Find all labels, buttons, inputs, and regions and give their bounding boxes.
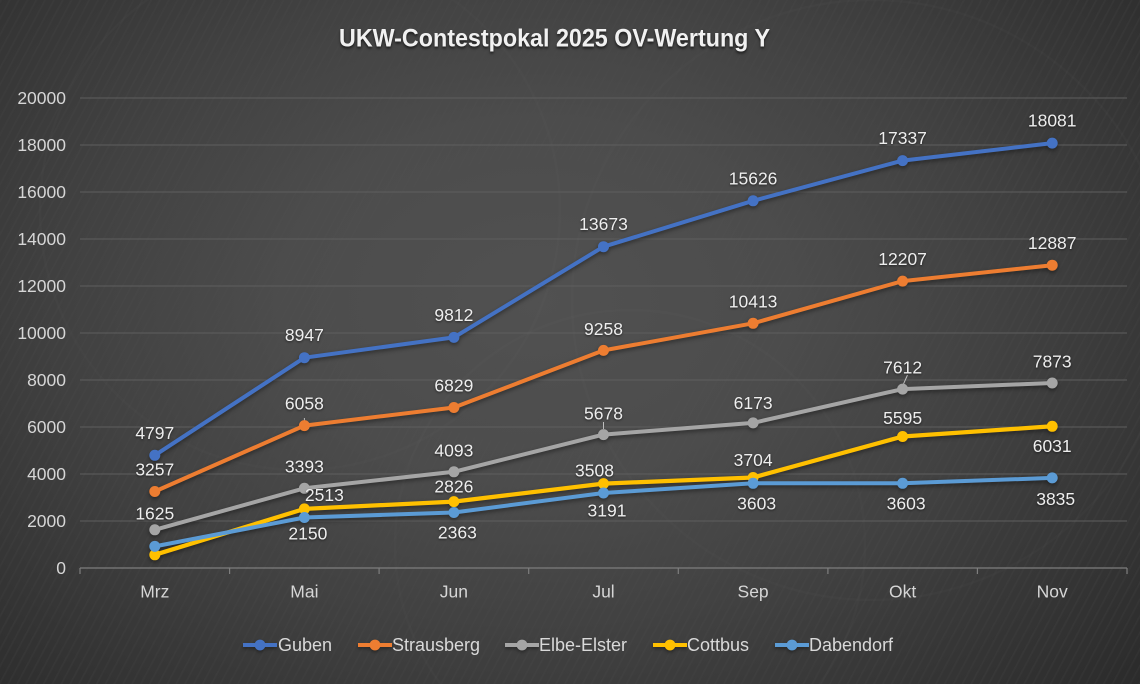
svg-text:0: 0	[56, 558, 66, 578]
svg-text:18000: 18000	[17, 135, 66, 155]
svg-text:Mai: Mai	[290, 582, 318, 602]
svg-text:4093: 4093	[434, 440, 473, 460]
svg-text:15626: 15626	[729, 168, 778, 188]
svg-text:Guben: Guben	[278, 635, 332, 655]
svg-text:Jun: Jun	[440, 582, 468, 602]
svg-text:3603: 3603	[737, 493, 776, 513]
svg-text:3704: 3704	[734, 450, 773, 470]
svg-text:3257: 3257	[135, 460, 174, 480]
svg-text:3835: 3835	[1036, 489, 1075, 509]
svg-text:Strausberg: Strausberg	[392, 635, 480, 655]
svg-text:13673: 13673	[579, 214, 628, 234]
svg-text:3603: 3603	[887, 493, 926, 513]
svg-text:Cottbus: Cottbus	[687, 635, 749, 655]
svg-text:4797: 4797	[135, 423, 174, 443]
svg-text:7612: 7612	[883, 358, 922, 378]
svg-text:18081: 18081	[1028, 111, 1077, 131]
svg-text:8000: 8000	[27, 370, 66, 390]
svg-text:2363: 2363	[438, 523, 477, 543]
svg-text:20000: 20000	[17, 88, 66, 108]
svg-text:Dabendorf: Dabendorf	[809, 635, 894, 655]
svg-text:5678: 5678	[584, 404, 623, 424]
svg-text:16000: 16000	[17, 182, 66, 202]
svg-text:Jul: Jul	[592, 582, 614, 602]
svg-text:Mrz: Mrz	[140, 582, 169, 602]
svg-text:6173: 6173	[734, 393, 773, 413]
svg-text:2513: 2513	[305, 485, 344, 505]
svg-text:10413: 10413	[729, 291, 778, 311]
svg-text:10000: 10000	[17, 323, 66, 343]
svg-text:Okt: Okt	[889, 582, 916, 602]
svg-text:7873: 7873	[1033, 352, 1072, 372]
svg-text:12207: 12207	[878, 249, 927, 269]
svg-text:3508: 3508	[575, 461, 614, 481]
svg-text:5595: 5595	[883, 408, 922, 428]
svg-text:6058: 6058	[285, 394, 324, 414]
svg-text:6829: 6829	[434, 376, 473, 396]
svg-text:9258: 9258	[584, 319, 623, 339]
svg-text:Sep: Sep	[738, 582, 769, 602]
svg-text:3393: 3393	[285, 456, 324, 476]
svg-text:6000: 6000	[27, 417, 66, 437]
svg-text:Nov: Nov	[1037, 582, 1068, 602]
svg-text:9812: 9812	[434, 305, 473, 325]
svg-text:2000: 2000	[27, 511, 66, 531]
svg-text:14000: 14000	[17, 229, 66, 249]
svg-text:6031: 6031	[1033, 436, 1072, 456]
svg-text:3191: 3191	[588, 501, 627, 521]
svg-text:2150: 2150	[288, 524, 327, 544]
svg-text:12887: 12887	[1028, 233, 1077, 253]
svg-text:2826: 2826	[434, 477, 473, 497]
svg-text:UKW-Contestpokal 2025 OV-Wertu: UKW-Contestpokal 2025 OV-Wertung Y	[339, 25, 770, 53]
svg-text:12000: 12000	[17, 276, 66, 296]
svg-text:1625: 1625	[135, 503, 174, 523]
svg-text:17337: 17337	[878, 128, 927, 148]
svg-text:Elbe-Elster: Elbe-Elster	[539, 635, 627, 655]
svg-text:4000: 4000	[27, 464, 66, 484]
svg-text:8947: 8947	[285, 325, 324, 345]
